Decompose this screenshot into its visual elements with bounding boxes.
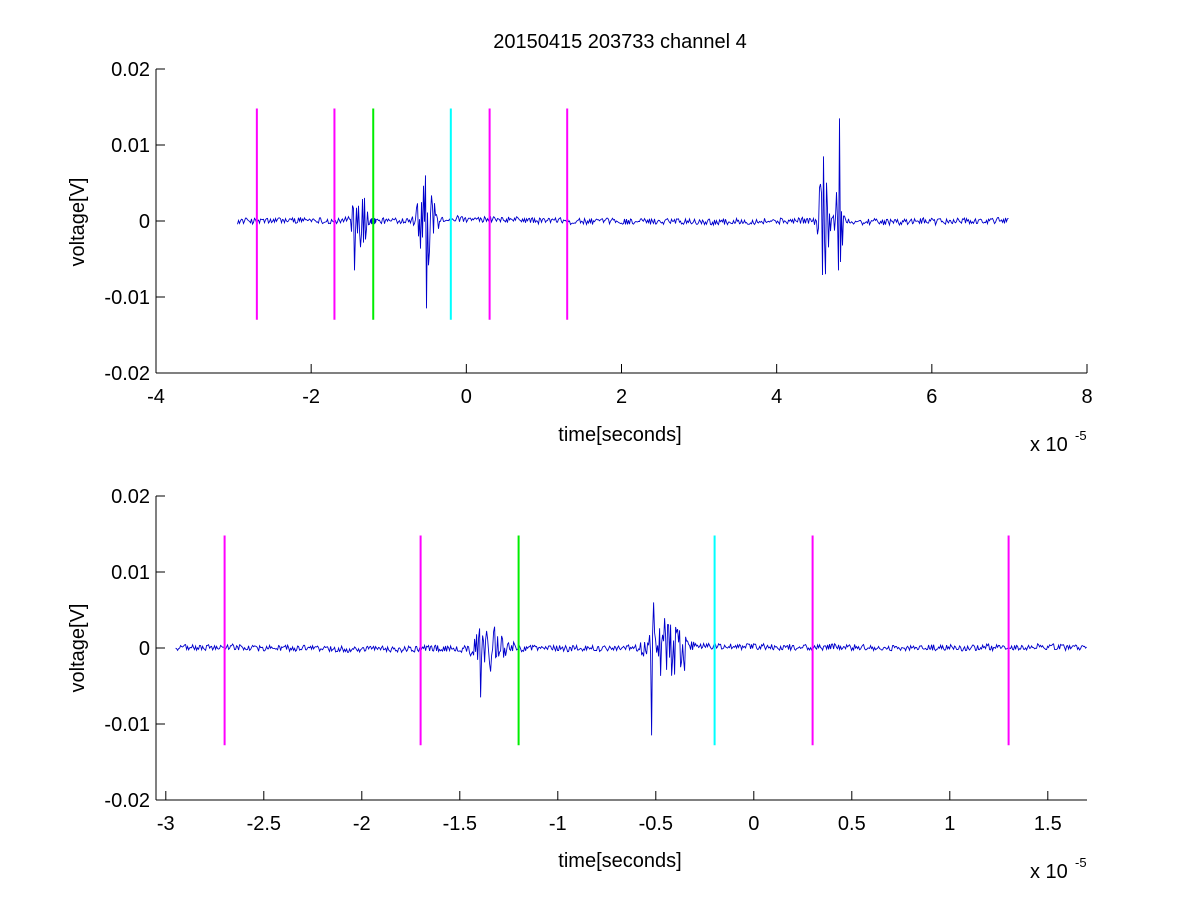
x-tick-label: 0.5: [838, 813, 866, 835]
x-tick-label: -2: [353, 813, 371, 835]
signal-trace: [175, 602, 1087, 736]
x-tick-label: -2: [302, 386, 320, 408]
x-tick-label: 1.5: [1034, 813, 1062, 835]
x-tick-label: -3: [157, 813, 175, 835]
y-tick-label: -0.02: [104, 363, 150, 385]
x-multiplier-exponent: -5: [1075, 855, 1087, 870]
x-tick-label: 0: [461, 386, 472, 408]
x-multiplier: x 10 -5: [1030, 428, 1087, 456]
y-tick-label: 0.01: [111, 562, 150, 584]
y-tick-label: 0.02: [111, 486, 150, 508]
y-tick-label: 0.02: [111, 59, 150, 81]
x-tick-label: -1: [549, 813, 567, 835]
x-tick-label: -0.5: [639, 813, 673, 835]
x-tick-label: 8: [1081, 386, 1092, 408]
y-tick-label: 0.01: [111, 135, 150, 157]
x-tick-label: 4: [771, 386, 782, 408]
x-axis-label: time[seconds]: [558, 424, 681, 446]
x-multiplier-base: x 10: [1030, 861, 1068, 883]
x-tick-label: -2.5: [247, 813, 281, 835]
y-tick-label: 0: [139, 638, 150, 660]
x-tick-label: 1: [944, 813, 955, 835]
series-layer: [237, 108, 1009, 320]
x-axis-label: time[seconds]: [558, 850, 681, 872]
y-tick-label: -0.02: [104, 790, 150, 812]
x-tick-label: 0: [748, 813, 759, 835]
signal-trace: [237, 118, 1009, 309]
x-multiplier-exponent: -5: [1075, 428, 1087, 443]
x-tick-label: -1.5: [443, 813, 477, 835]
y-axis-label: voltage[V]: [67, 604, 89, 693]
x-tick-label: 6: [926, 386, 937, 408]
frame-layer: -3 -2.5 -2 -1.5 -1 -0.5 0 0.5 1 1.5 0.02 0.01 0 -0.01…: [104, 486, 1087, 835]
x-tick-label: 2: [616, 386, 627, 408]
axes-bottom: -3 -2.5 -2 -1.5 -1 -0.5 0 0.5 1 1.5 0.02 0.01 0 -0.01…: [67, 486, 1087, 883]
y-tick-label: -0.01: [104, 714, 150, 736]
y-axis-label: voltage[V]: [67, 178, 89, 267]
x-multiplier: x 10 -5: [1030, 855, 1087, 883]
y-tick-label: -0.01: [104, 287, 150, 309]
series-layer: [175, 535, 1087, 746]
x-tick-label: -4: [147, 386, 165, 408]
axes-top: -4 -2 0 2 4 6 8 0.02 0.01 0 -0.01 -0.02 time[second…: [67, 59, 1093, 456]
figure-title: 20150415 203733 channel 4: [493, 31, 747, 53]
frame-layer: -4 -2 0 2 4 6 8 0.02 0.01 0 -0.01 -0.02: [104, 59, 1092, 408]
y-tick-label: 0: [139, 211, 150, 233]
x-multiplier-base: x 10: [1030, 434, 1068, 456]
